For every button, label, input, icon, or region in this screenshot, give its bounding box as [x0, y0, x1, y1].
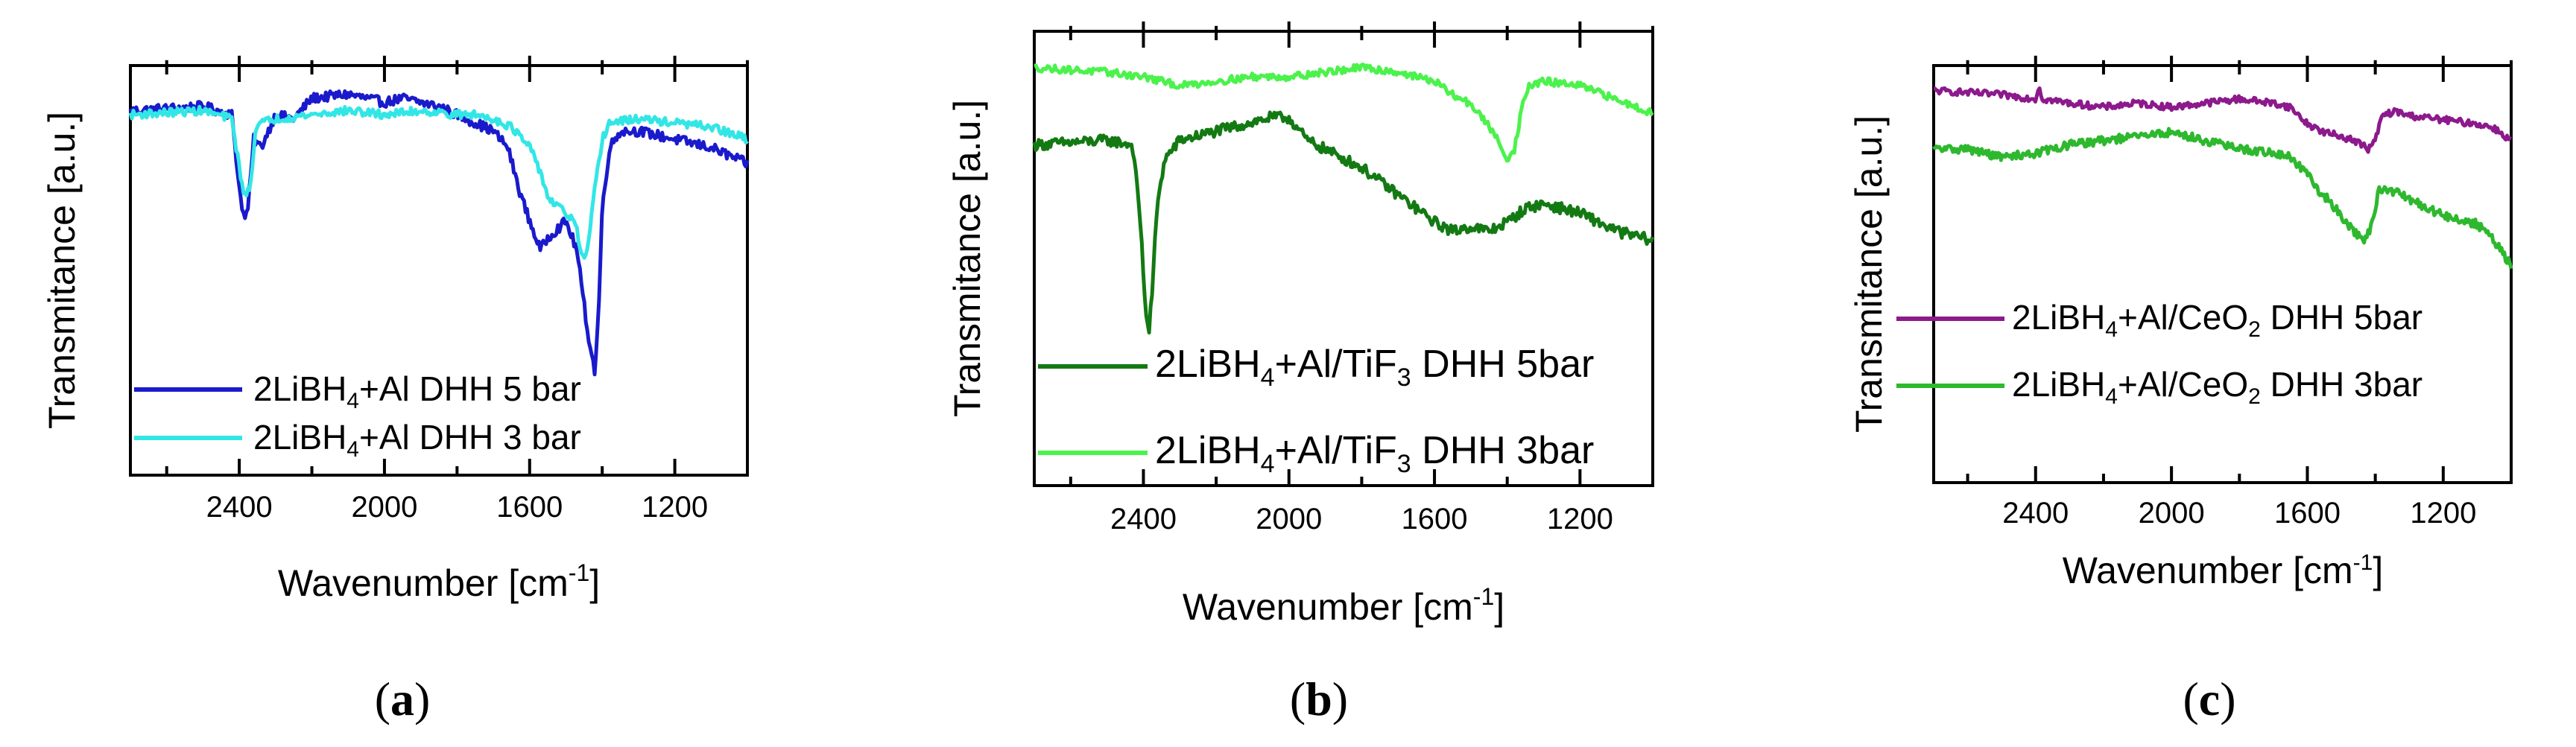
panel-b-legend-entry-3bar: 2LiBH4+Al/TiF3 DHH 3bar: [1155, 429, 1594, 478]
panel-b-series-5bar: [1032, 110, 1655, 335]
panel-c-legend: 2LiBH4+Al/CeO2 DHH 5bar 2LiBH4+Al/CeO2 D…: [1896, 298, 2422, 409]
panel-c-x-tick-label-1200: 1200: [2410, 497, 2476, 530]
panel-a-x-axis-label: Wavenumber [cm-1]: [278, 559, 600, 604]
panel-c-y-axis-label: Transmitance [a.u.]: [1848, 115, 1890, 433]
panel-a-x-tick-label-2000: 2000: [351, 491, 417, 524]
panel-b-caption: (b): [1290, 673, 1348, 725]
panel-b-y-axis-label: Transmitance [a.u.]: [946, 100, 988, 417]
panel-a-series-line-1: [128, 104, 749, 260]
panel-a-legend: 2LiBH4+Al DHH 5 bar 2LiBH2LiBH4+Al DHH 3…: [134, 369, 581, 462]
panel-c-series-line-0: [1933, 86, 2513, 154]
panel-b-series-line-1: [1034, 63, 1654, 163]
panel-a-series-5bar: [128, 89, 750, 377]
panel-a-x-tick-label-1200: 1200: [642, 491, 708, 524]
panel-c-plot-frame: [1932, 64, 2513, 484]
panel-b-legend: 2LiBH4+Al/TiF3 DHH 5bar 2LiBH4+Al/TiF3 D…: [1038, 343, 1594, 478]
panel-c-caption: (c): [2183, 673, 2235, 725]
panel-c-x-axis-label: Wavenumber [cm-1]: [2063, 550, 2384, 591]
panel-a-y-axis-label: Transmitance [a.u.]: [41, 112, 83, 429]
panel-b-x-tick-label-1200: 1200: [1547, 503, 1613, 535]
panel-a-legend-entry-3bar: 2LiBH2LiBH4+Al DHH 3 bar: [253, 418, 581, 462]
panel-c-series-line-1: [1932, 127, 2513, 270]
panel-a-legend-entry-5bar: 2LiBH4+Al DHH 5 bar: [253, 369, 581, 413]
panel-a-caption: (a): [375, 673, 431, 725]
panel-b-ticks: 2400 2000 1600 1200: [1069, 21, 1654, 535]
panel-c-ticks: 2400 2000 1600 1200: [1966, 55, 2513, 530]
panel-a-series-3bar: [128, 104, 749, 260]
panel-c: 2400 2000 1600 1200 2LiBH4+Al/CeO2 DHH 5bar…: [1848, 55, 2513, 725]
panel-c-legend-entry-3bar: 2LiBH4+Al/CeO2 DHH 3bar: [2012, 365, 2422, 409]
panel-a-x-tick-label-1600: 1600: [496, 491, 563, 524]
panel-b-legend-entry-5bar: 2LiBH4+Al/TiF3 DHH 5bar: [1155, 343, 1594, 392]
panel-a-plot-frame: [129, 64, 749, 477]
panel-b-x-tick-label-2400: 2400: [1110, 503, 1177, 535]
panel-b-series-line-0: [1032, 110, 1655, 335]
panel-b-series-3bar: [1034, 63, 1654, 163]
panel-c-series-5bar: [1933, 86, 2513, 154]
panel-c-x-tick-label-2400: 2400: [2002, 497, 2069, 530]
panel-b-plot-frame: [1033, 30, 1654, 487]
panel-a-x-tick-label-2400: 2400: [206, 491, 273, 524]
panel-a-ticks: 2400 2000 1600 1200: [165, 55, 749, 524]
panel-b: 2400 2000 1600 1200 2LiBH4+Al/TiF3 DHH 5bar…: [946, 21, 1655, 725]
panel-c-x-tick-label-1600: 1600: [2274, 497, 2341, 530]
panel-b-x-tick-label-2000: 2000: [1256, 503, 1322, 535]
panel-a: 2400 2000 1600 1200 2LiBH4+Al DHH 5 bar 2Li…: [41, 55, 750, 725]
panel-b-x-tick-label-1600: 1600: [1402, 503, 1468, 535]
panel-c-series-3bar: [1932, 127, 2513, 270]
panel-c-x-tick-label-2000: 2000: [2139, 497, 2205, 530]
panel-b-x-axis-label: Wavenumber [cm-1]: [1183, 583, 1504, 628]
panel-a-series-line-0: [128, 89, 750, 377]
panel-c-legend-entry-5bar: 2LiBH4+Al/CeO2 DHH 5bar: [2012, 298, 2422, 342]
